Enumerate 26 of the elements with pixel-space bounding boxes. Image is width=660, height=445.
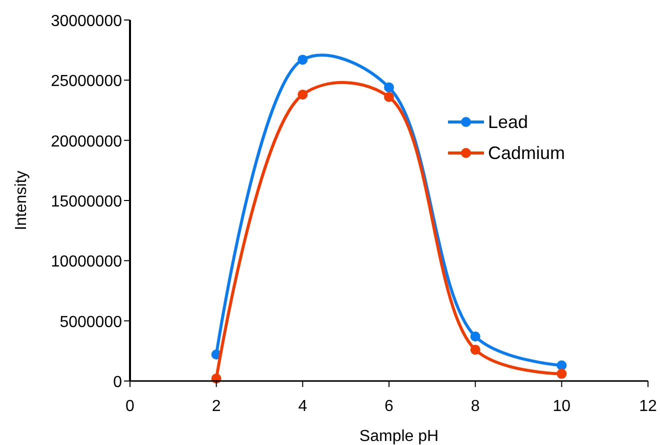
y-tick-label: 10000000	[50, 254, 122, 271]
x-tick-label: 12	[639, 398, 657, 415]
x-tick-label: 6	[384, 398, 394, 415]
y-tick-label: 0	[113, 374, 122, 391]
x-tick-label: 8	[470, 398, 480, 415]
y-tick-label: 25000000	[50, 73, 122, 90]
point	[470, 344, 480, 355]
legend-label: Lead	[488, 112, 528, 132]
y-axis-title: Intensity	[13, 170, 30, 230]
legend-label: Cadmium	[488, 143, 566, 163]
x-tick-label: 0	[126, 398, 135, 415]
y-tick-label: 30000000	[50, 13, 122, 30]
point	[298, 54, 308, 65]
point	[298, 90, 308, 100]
point	[556, 368, 567, 379]
x-tick-label: 10	[552, 398, 571, 415]
y-tick-label: 15000000	[50, 194, 122, 210]
point	[470, 331, 480, 342]
y-tick-label: 20000000	[50, 133, 122, 150]
x-axis-title: Sample pH	[359, 428, 439, 445]
x-tick-label: 2	[212, 398, 221, 415]
y-tick-label: 5000000	[60, 314, 122, 331]
point	[384, 82, 394, 92]
point	[556, 360, 567, 370]
x-tick-label: 4	[298, 398, 308, 415]
point	[384, 92, 394, 102]
